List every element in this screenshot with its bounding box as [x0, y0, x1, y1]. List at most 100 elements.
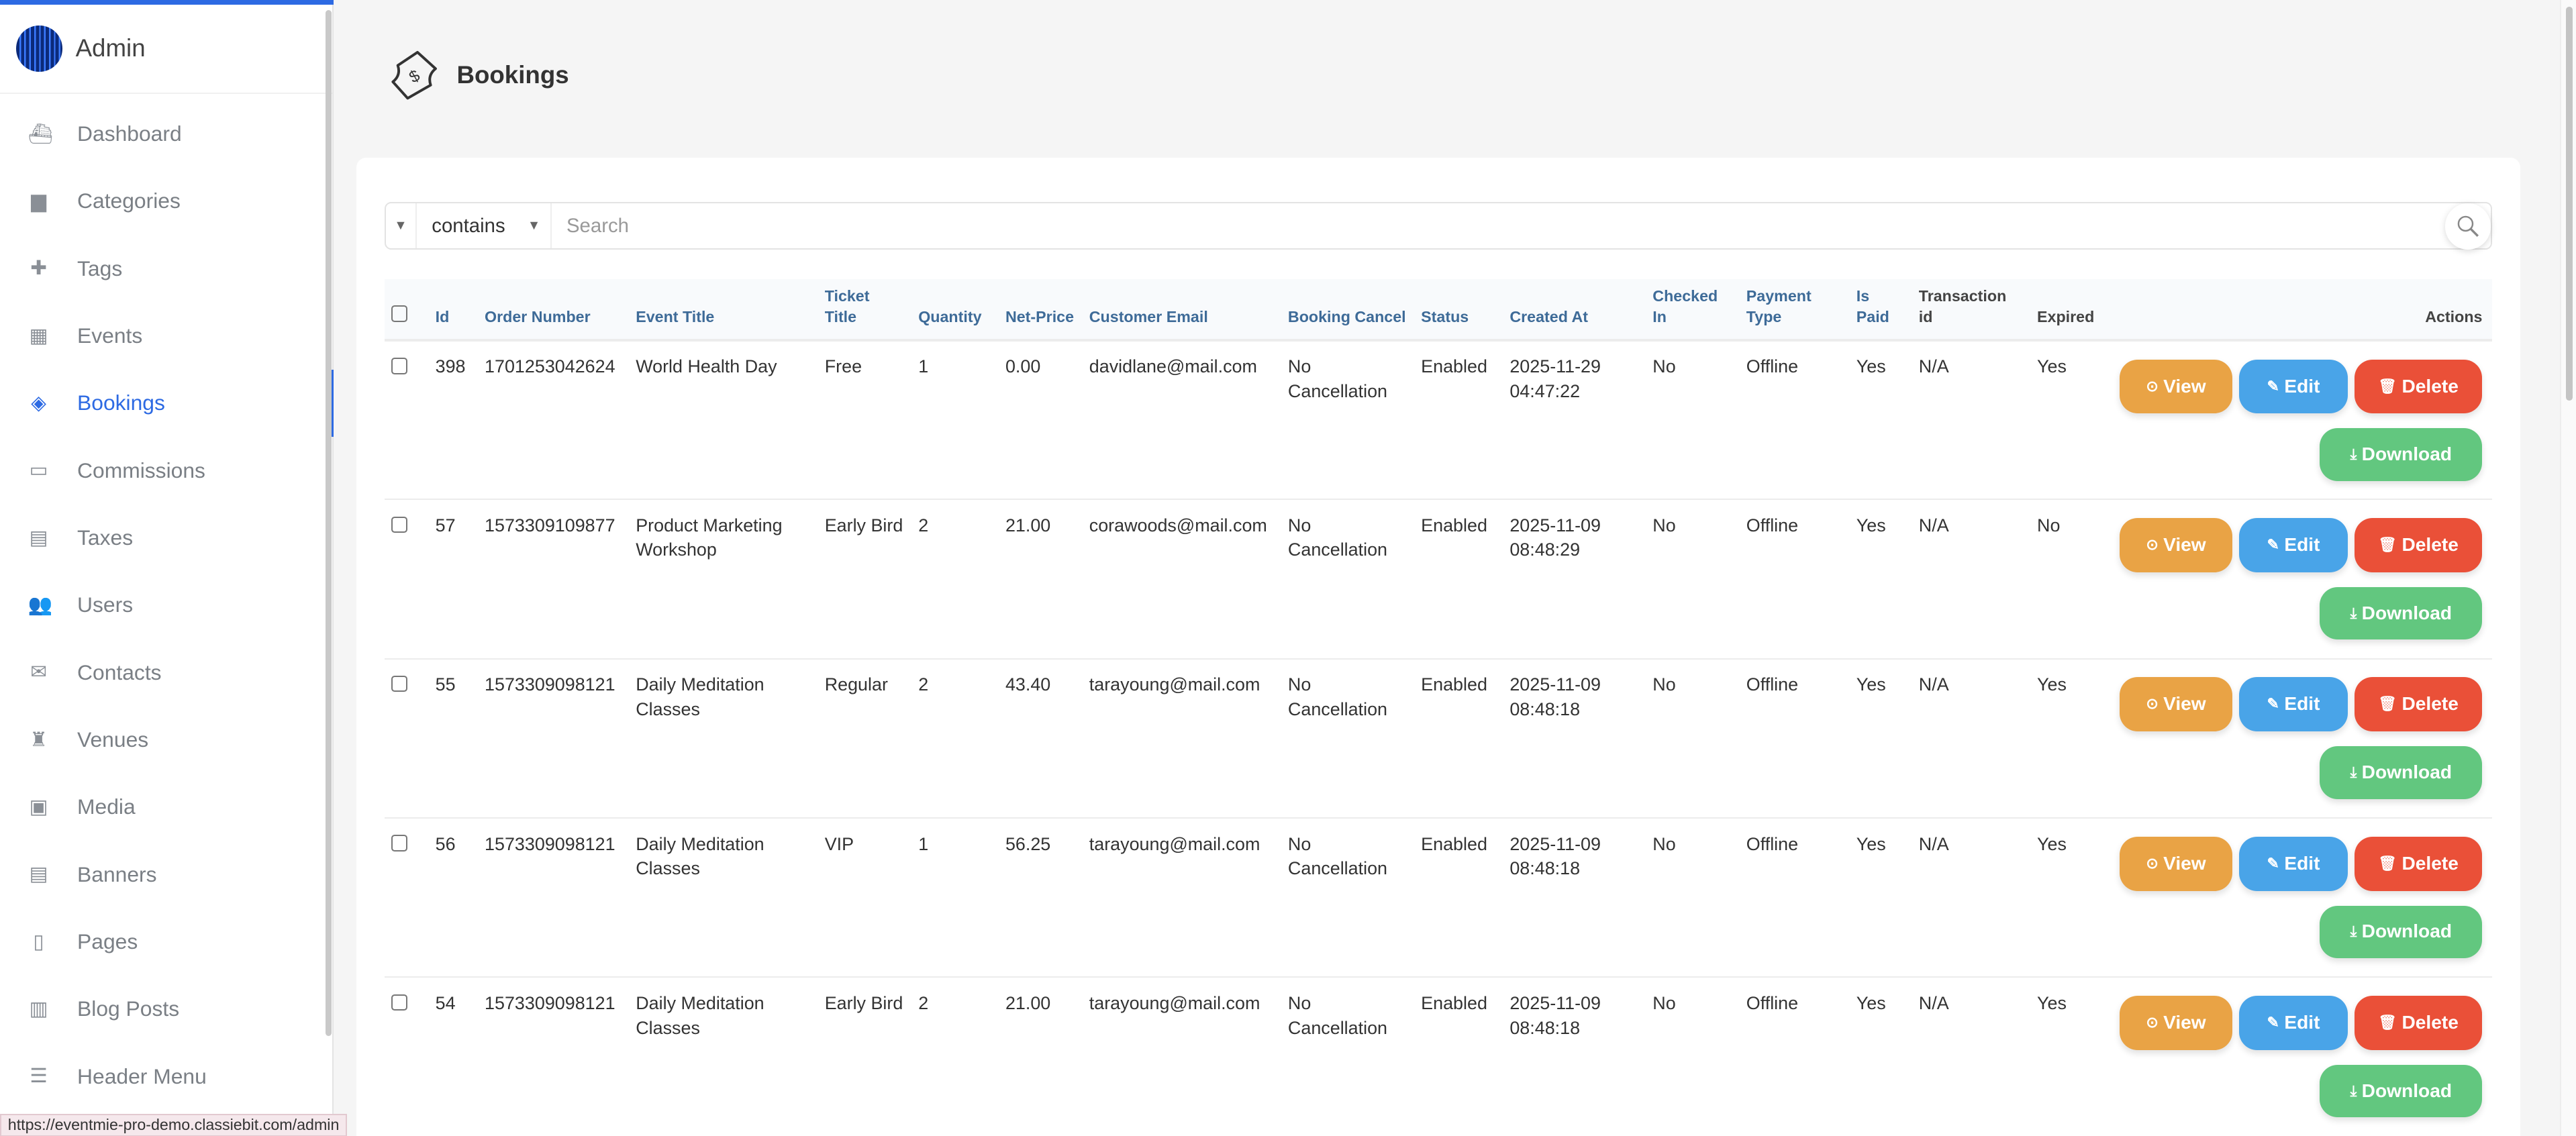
chevron-down-icon: ▼ [527, 218, 541, 234]
cell-expired: Yes [2037, 833, 2067, 854]
ship-icon: ⛴ [28, 122, 53, 145]
delete-button[interactable]: 🗑 Delete [2354, 996, 2483, 1051]
column-header-status[interactable]: Status [1421, 307, 1469, 325]
cell-expired: No [2037, 515, 2061, 535]
operator-dropdown[interactable]: contains ▼ [417, 203, 552, 249]
sidebar-item-categories[interactable]: ▆ Categories [0, 168, 332, 235]
column-header-booking-cancel[interactable]: Booking Cancel [1287, 307, 1406, 325]
scrollbar-thumb[interactable] [2565, 6, 2573, 401]
sidebar-item-taxes[interactable]: ▤ Taxes [0, 504, 332, 571]
cell-ticket-title: Early Bird [824, 515, 903, 535]
edit-icon: ✎ [2267, 377, 2279, 395]
column-header-order-number[interactable]: Order Number [485, 307, 591, 325]
row-select-cell [385, 977, 429, 1136]
sidebar-item-label: Blog Posts [77, 996, 180, 1021]
cell-ticket-title: Regular [824, 674, 888, 695]
column-header-is-paid[interactable]: Is Paid [1856, 287, 1889, 325]
row-checkbox[interactable] [391, 835, 407, 851]
cell-event-title: Product Marketing Workshop [636, 515, 783, 560]
column-header-customer-email[interactable]: Customer Email [1089, 307, 1208, 325]
download-button[interactable]: ⤓ Download [2320, 905, 2483, 958]
select-all-checkbox[interactable] [391, 305, 407, 322]
edit-button[interactable]: ✎ Edit [2239, 518, 2348, 572]
delete-button[interactable]: 🗑 Delete [2354, 836, 2483, 891]
row-select-cell [385, 818, 429, 977]
edit-button[interactable]: ✎ Edit [2239, 996, 2348, 1051]
edit-button[interactable]: ✎ Edit [2239, 836, 2348, 891]
view-button[interactable]: ⊙ View [2119, 518, 2233, 572]
sidebar-item-contacts[interactable]: ✉ Contacts [0, 639, 332, 706]
sidebar-scrollbar[interactable] [325, 9, 332, 1037]
search-bar: ▼ contains ▼ [384, 202, 2493, 250]
view-button[interactable]: ⊙ View [2119, 836, 2233, 891]
edit-button[interactable]: ✎ Edit [2239, 677, 2348, 732]
cell-transaction-id: N/A [1918, 833, 1949, 854]
row-select-cell [385, 659, 429, 818]
sidebar-item-dashboard[interactable]: ⛴ Dashboard [0, 100, 332, 167]
sidebar-item-bookings[interactable]: ◈ Bookings [0, 369, 334, 437]
calendar-icon: ▦ [29, 324, 48, 347]
download-button[interactable]: ⤓ Download [2320, 746, 2483, 799]
row-checkbox[interactable] [391, 675, 407, 692]
download-button[interactable]: ⤓ Download [2320, 428, 2483, 481]
sidebar-item-events[interactable]: ▦ Events [0, 302, 332, 369]
sidebar-item-venues[interactable]: ♜ Venues [0, 706, 332, 773]
button-label: Delete [2401, 375, 2459, 397]
column-header-checked-in[interactable]: Checked In [1652, 287, 1718, 325]
status-url: https://eventmie-pro-demo.classiebit.com… [0, 1113, 348, 1136]
sidebar-item-tags[interactable]: ✚ Tags [0, 235, 332, 302]
column-filter-dropdown[interactable]: ▼ [386, 203, 417, 249]
sidebar-item-label: Tags [77, 256, 123, 280]
page-icon: ▯ [33, 930, 44, 953]
column-header-event-title[interactable]: Event Title [636, 307, 715, 325]
column-header-id[interactable]: Id [435, 307, 450, 325]
column-header-quantity[interactable]: Quantity [918, 307, 982, 325]
search-button[interactable] [2444, 203, 2491, 250]
sidebar-item-label: Pages [77, 929, 138, 954]
view-button[interactable]: ⊙ View [2119, 996, 2233, 1051]
cell-quantity: 2 [918, 992, 929, 1013]
row-checkbox[interactable] [391, 994, 407, 1011]
view-button[interactable]: ⊙ View [2119, 677, 2233, 732]
sidebar-item-label: Users [77, 592, 134, 617]
view-button[interactable]: ⊙ View [2119, 359, 2233, 414]
column-header-created-at[interactable]: Created At [1509, 307, 1589, 325]
sidebar-item-header-menu[interactable]: ☰ Header Menu [0, 1043, 332, 1110]
row-checkbox[interactable] [391, 516, 407, 533]
cell-booking-cancel: No Cancellation [1287, 833, 1387, 879]
page-scrollbar[interactable] [2559, 0, 2576, 1136]
delete-button[interactable]: 🗑 Delete [2354, 677, 2483, 732]
cell-net-price: 56.25 [1005, 833, 1051, 854]
cell-order-number: 1573309109877 [485, 515, 615, 535]
download-button[interactable]: ⤓ Download [2320, 1065, 2483, 1118]
column-header-ticket-title[interactable]: Ticket Title [824, 287, 870, 325]
delete-button[interactable]: 🗑 Delete [2354, 518, 2483, 572]
sidebar-item-users[interactable]: 👥 Users [0, 572, 332, 639]
edit-button[interactable]: ✎ Edit [2239, 359, 2348, 414]
sidebar-item-blog-posts[interactable]: ▥ Blog Posts [0, 976, 332, 1043]
sidebar-item-media[interactable]: ▣ Media [0, 774, 332, 841]
delete-button[interactable]: 🗑 Delete [2354, 359, 2483, 414]
sidebar-user[interactable]: Admin [0, 5, 332, 94]
sidebar-item-pages[interactable]: ▯ Pages [0, 908, 332, 975]
eye-icon: ⊙ [2146, 1014, 2159, 1031]
sidebar-item-commissions[interactable]: ▭ Commissions [0, 437, 332, 504]
cell-payment-type: Offline [1746, 992, 1799, 1013]
row-checkbox[interactable] [391, 358, 407, 374]
sidebar-item-banners[interactable]: ▤ Banners [0, 841, 332, 908]
list-icon: ☰ [30, 1065, 48, 1088]
button-label: Delete [2401, 693, 2459, 715]
envelope-icon: ✉ [30, 661, 47, 684]
column-header-net-price[interactable]: Net-Price [1005, 307, 1075, 325]
column-header-payment-type[interactable]: Payment Type [1746, 287, 1812, 325]
user-name: Admin [75, 34, 146, 62]
trash-icon: 🗑 [2378, 1014, 2397, 1031]
download-icon: ⤓ [2350, 446, 2357, 463]
cell-ticket-title: Free [824, 356, 862, 377]
svg-text:$: $ [406, 67, 424, 87]
eye-icon: ⊙ [2146, 854, 2159, 872]
download-button[interactable]: ⤓ Download [2320, 586, 2483, 640]
cell-payment-type: Offline [1746, 515, 1799, 535]
search-input[interactable] [551, 214, 2491, 238]
